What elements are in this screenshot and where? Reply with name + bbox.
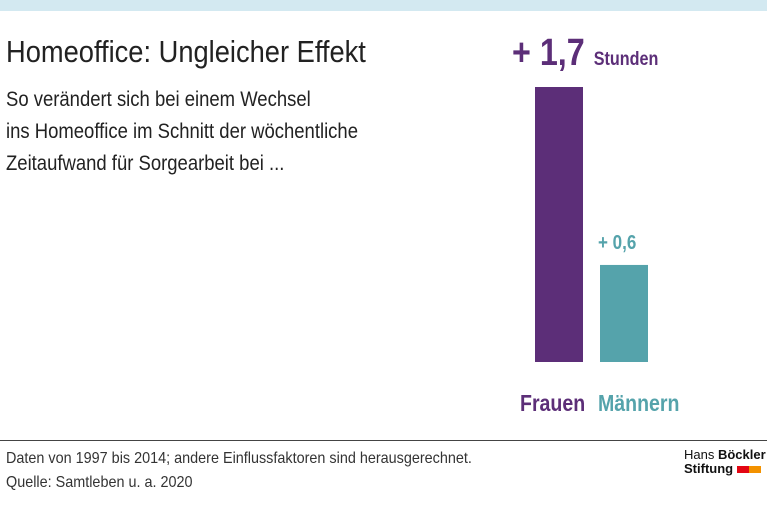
footer-divider bbox=[0, 440, 767, 441]
category-label-maenner: Männern bbox=[598, 390, 680, 416]
footer-source: Quelle: Samtleben u. a. 2020 bbox=[6, 474, 193, 491]
data-label-frauen: + 1,7 Stunden bbox=[512, 32, 658, 75]
unit-label: Stunden bbox=[593, 49, 659, 70]
logo-orange-square bbox=[748, 466, 761, 474]
chart-title: Homeoffice: Ungleicher Effekt bbox=[6, 34, 366, 69]
bar-chart bbox=[535, 87, 648, 362]
bar-maenner bbox=[600, 264, 648, 362]
subtitle-line: ins Homeoffice im Schnitt der wöchentlic… bbox=[6, 120, 358, 143]
top-band bbox=[0, 0, 767, 11]
logo-red-square bbox=[736, 466, 749, 474]
subtitle-line: Zeitaufwand für Sorgearbeit bei ... bbox=[6, 152, 285, 175]
bar-frauen bbox=[535, 87, 583, 362]
category-label-frauen: Frauen bbox=[520, 390, 586, 416]
chart-subtitle: So verändert sich bei einem Wechsel ins … bbox=[6, 84, 358, 180]
value-frauen: + 1,7 bbox=[512, 32, 585, 74]
logo-text: Böckler bbox=[717, 447, 766, 462]
logo-text: Stiftung bbox=[684, 461, 734, 476]
subtitle-line: So verändert sich bei einem Wechsel bbox=[6, 88, 311, 111]
data-label-maenner: + 0,6 bbox=[598, 232, 637, 254]
logo: Hans Böckler Stiftung bbox=[684, 448, 766, 476]
logo-text: Hans bbox=[684, 447, 718, 462]
footer-note: Daten von 1997 bis 2014; andere Einfluss… bbox=[6, 450, 472, 467]
